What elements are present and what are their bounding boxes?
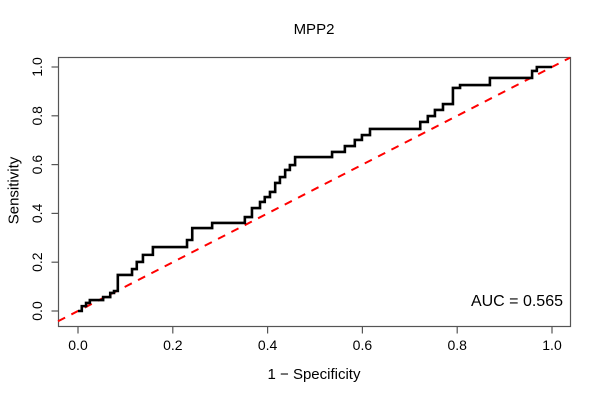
x-tick-label: 0.0 (68, 337, 88, 353)
x-tick-label: 1.0 (542, 337, 562, 353)
x-tick-label: 0.2 (163, 337, 183, 353)
x-axis-label: 1 − Specificity (267, 366, 361, 383)
reference-diagonal-line (57, 56, 571, 323)
y-tick-label: 0.4 (29, 203, 45, 223)
x-tick-label: 0.8 (447, 337, 467, 353)
roc-curve-line (78, 65, 552, 313)
y-tick-label: 0.6 (29, 155, 45, 175)
y-tick-label: 1.0 (29, 57, 45, 77)
y-tick-label: 0.2 (29, 252, 45, 272)
auc-annotation: AUC = 0.565 (470, 293, 563, 310)
plot-title: MPP2 (293, 21, 335, 38)
y-tick-label: 0.8 (29, 106, 45, 126)
x-tick-label: 0.6 (353, 337, 373, 353)
plot-box (57, 56, 572, 328)
y-tick-label: 0.0 (29, 301, 45, 321)
y-axis-label: Sensitivity (5, 156, 23, 225)
x-tick-label: 0.4 (258, 337, 278, 353)
